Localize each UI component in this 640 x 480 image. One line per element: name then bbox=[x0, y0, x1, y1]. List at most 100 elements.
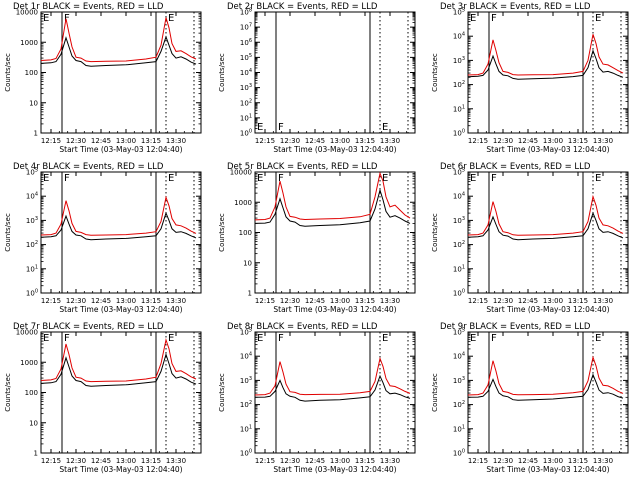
y-tick-label: 104 bbox=[453, 192, 465, 201]
x-tick-label: 13:30 bbox=[380, 137, 400, 145]
x-tick-label: 12:30 bbox=[280, 137, 300, 145]
flag-annotation: E bbox=[595, 13, 601, 24]
x-axis-label: Start Time (03-May-03 12:04:40) bbox=[59, 145, 182, 154]
lld-series-line bbox=[40, 17, 197, 63]
x-tick-label: 12:15 bbox=[468, 457, 488, 465]
flag-annotation: F bbox=[278, 333, 284, 344]
flag-annotation: E bbox=[43, 173, 49, 184]
x-tick-label: 12:15 bbox=[255, 457, 275, 465]
flag-annotation: E bbox=[257, 173, 263, 184]
x-tick-label: 12:30 bbox=[66, 457, 86, 465]
events-series-line bbox=[40, 211, 197, 241]
x-tick-label: 13:15 bbox=[568, 297, 588, 305]
y-tick-label: 10 bbox=[243, 259, 252, 267]
y-tick-label: 101 bbox=[240, 424, 252, 433]
y-tick-label: 1000 bbox=[20, 39, 38, 47]
y-tick-label: 100 bbox=[239, 229, 252, 237]
plot-frame bbox=[467, 171, 629, 294]
x-tick-label: 12:45 bbox=[305, 297, 325, 305]
y-tick-label: 1 bbox=[34, 450, 38, 458]
x-tick-label: 12:30 bbox=[493, 457, 513, 465]
x-tick-label: 12:45 bbox=[518, 297, 538, 305]
y-tick-label: 103 bbox=[453, 56, 465, 65]
events-series-line bbox=[40, 352, 197, 387]
x-tick-label: 13:30 bbox=[593, 457, 613, 465]
x-tick-label: 12:15 bbox=[255, 137, 275, 145]
y-tick-label: 105 bbox=[240, 328, 252, 337]
flag-annotation: E bbox=[43, 13, 49, 24]
x-axis-label: Start Time (03-May-03 12:04:40) bbox=[273, 465, 396, 474]
y-tick-label: 100 bbox=[240, 449, 252, 458]
x-tick-label: 13:15 bbox=[141, 137, 161, 145]
y-tick-label: 100 bbox=[453, 449, 465, 458]
y-tick-label: 102 bbox=[453, 240, 465, 249]
y-tick-label: 104 bbox=[453, 32, 465, 41]
x-tick-label: 12:15 bbox=[255, 297, 275, 305]
x-tick-label: 13:30 bbox=[166, 297, 186, 305]
x-tick-label: 12:45 bbox=[518, 457, 538, 465]
x-tick-label: 13:15 bbox=[568, 137, 588, 145]
chart-title: Det 1r BLACK = Events, RED = LLD bbox=[13, 2, 164, 12]
x-tick-label: 13:00 bbox=[330, 137, 350, 145]
chart-title: Det 9r BLACK = Events, RED = LLD bbox=[440, 322, 591, 332]
plot-frame bbox=[254, 331, 416, 454]
events-series-line bbox=[254, 374, 411, 402]
x-axis-label: Start Time (03-May-03 12:04:40) bbox=[59, 465, 182, 474]
x-tick-label: 12:45 bbox=[91, 297, 111, 305]
y-tick-label: 102 bbox=[240, 400, 252, 409]
x-tick-label: 13:30 bbox=[380, 457, 400, 465]
chart-title: Det 4r BLACK = Events, RED = LLD bbox=[13, 162, 164, 172]
y-tick-label: 102 bbox=[453, 400, 465, 409]
flag-annotation: F bbox=[491, 13, 497, 24]
flag-annotation: F bbox=[491, 333, 497, 344]
x-tick-label: 13:00 bbox=[543, 297, 563, 305]
x-tick-label: 13:30 bbox=[166, 137, 186, 145]
y-tick-label: 105 bbox=[240, 53, 252, 62]
chart-panel-7: Det 7r BLACK = Events, RED = LLD 1 10 100 10… bbox=[4, 322, 202, 474]
x-tick-label: 13:00 bbox=[330, 457, 350, 465]
y-tick-label: 101 bbox=[453, 264, 465, 273]
flag-annotation: F bbox=[64, 173, 70, 184]
x-tick-label: 12:45 bbox=[305, 457, 325, 465]
chart-panel-8: Det 8r BLACK = Events, RED = LLD 100 101 10… bbox=[218, 322, 416, 474]
x-axis-label: Start Time (03-May-03 12:04:40) bbox=[486, 465, 609, 474]
y-tick-label: 100 bbox=[453, 289, 465, 298]
y-axis-label: Counts/sec bbox=[218, 213, 226, 252]
plot-frame bbox=[467, 11, 629, 134]
events-series-line bbox=[40, 35, 197, 67]
x-axis-label: Start Time (03-May-03 12:04:40) bbox=[486, 305, 609, 314]
x-axis-label: Start Time (03-May-03 12:04:40) bbox=[273, 305, 396, 314]
y-tick-label: 103 bbox=[453, 216, 465, 225]
plot-frame bbox=[40, 171, 202, 294]
x-tick-label: 13:30 bbox=[593, 137, 613, 145]
chart-title: Det 3r BLACK = Events, RED = LLD bbox=[440, 2, 591, 12]
events-series-line bbox=[467, 49, 624, 80]
chart-panel-3: Det 3r BLACK = Events, RED = LLD 100 101 10… bbox=[431, 2, 629, 154]
y-tick-label: 1 bbox=[248, 290, 252, 298]
x-tick-label: 13:30 bbox=[593, 297, 613, 305]
x-tick-label: 13:15 bbox=[355, 137, 375, 145]
x-tick-label: 13:00 bbox=[116, 137, 136, 145]
x-tick-label: 13:30 bbox=[380, 297, 400, 305]
y-tick-label: 1 bbox=[34, 130, 38, 138]
flag-annotation: F bbox=[278, 122, 284, 133]
y-tick-label: 1000 bbox=[234, 199, 252, 207]
y-tick-label: 105 bbox=[26, 168, 38, 177]
flag-annotation: E bbox=[382, 333, 388, 344]
y-tick-label: 105 bbox=[453, 168, 465, 177]
chart-title: Det 6r BLACK = Events, RED = LLD bbox=[440, 162, 591, 172]
x-tick-label: 12:30 bbox=[493, 137, 513, 145]
events-series-line bbox=[467, 211, 624, 241]
x-tick-label: 12:15 bbox=[468, 297, 488, 305]
y-tick-label: 104 bbox=[240, 352, 252, 361]
chart-title: Det 8r BLACK = Events, RED = LLD bbox=[227, 322, 378, 332]
chart-title: Det 5r BLACK = Events, RED = LLD bbox=[227, 162, 378, 172]
y-tick-label: 10000 bbox=[16, 9, 38, 17]
events-series-line bbox=[467, 373, 624, 401]
y-tick-label: 10 bbox=[29, 419, 38, 427]
x-tick-label: 13:15 bbox=[568, 457, 588, 465]
y-axis-label: Counts/sec bbox=[4, 53, 12, 92]
x-tick-label: 13:15 bbox=[355, 457, 375, 465]
x-tick-label: 13:15 bbox=[141, 457, 161, 465]
flag-annotation: E bbox=[382, 173, 388, 184]
